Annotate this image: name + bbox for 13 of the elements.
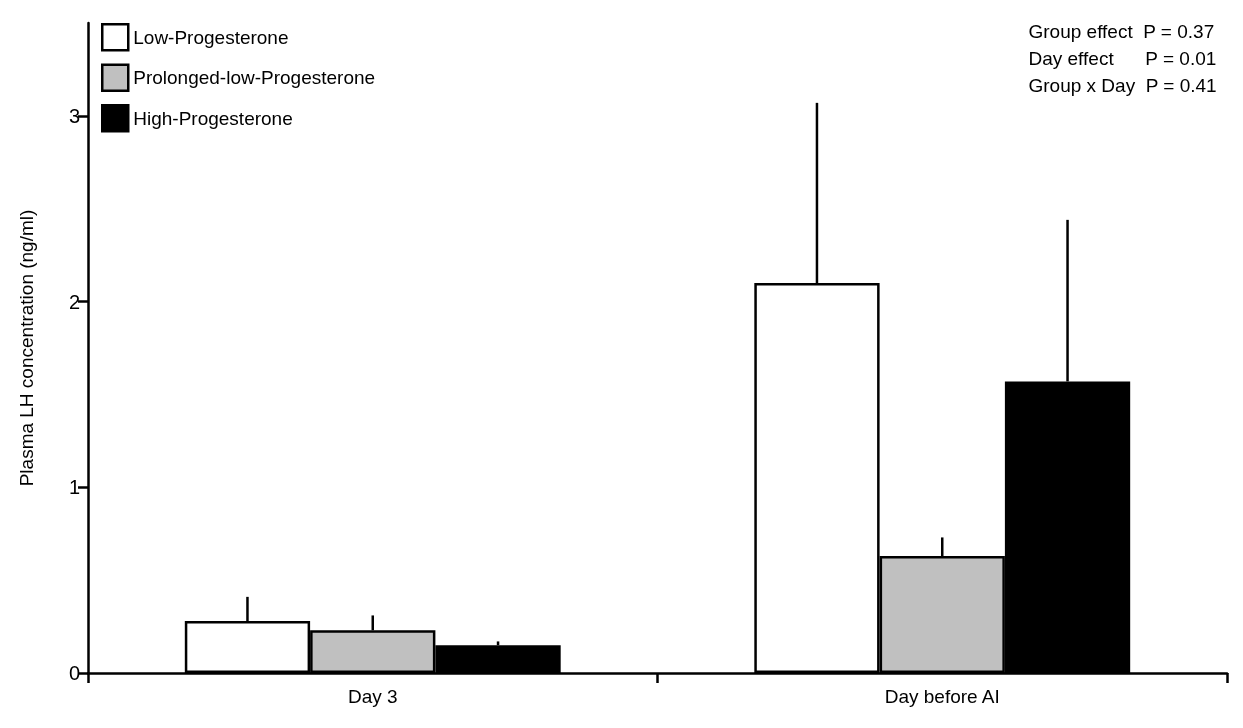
legend-label: Prolonged-low-Progesterone: [133, 67, 376, 89]
legend-label: Low-Progesterone: [133, 26, 289, 48]
y-tick-label: 1: [68, 476, 80, 499]
annotation: Day effect P = 0.01: [1028, 48, 1217, 69]
y-tick-label: 2: [68, 290, 80, 313]
legend-label: High-Progesterone: [133, 107, 293, 129]
annotation: Group effect P = 0.37: [1028, 21, 1215, 42]
x-tick-label: Day before AI: [884, 686, 1000, 707]
x-tick-label: Day 3: [347, 686, 398, 707]
annotation: Group x Day P = 0.41: [1028, 75, 1217, 96]
y-tick-label: 3: [68, 104, 80, 127]
y-tick-label: 0: [68, 662, 80, 684]
y-axis-title: Plasma LH concentration (ng/ml): [16, 209, 37, 487]
